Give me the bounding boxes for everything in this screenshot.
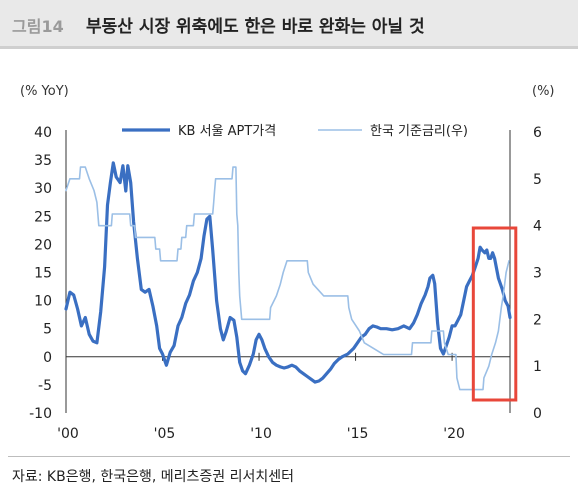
series-line-kb-seoul-apt <box>64 161 512 384</box>
y-left-tick-label: 40 <box>34 125 52 141</box>
y-right-tick-label: 0 <box>533 406 542 422</box>
y-right-tick-label: 6 <box>533 125 542 141</box>
source-note: 자료: KB은행, 한국은행, 메리츠증권 리서치센터 <box>12 469 295 485</box>
y-left-tick-label: 10 <box>34 294 52 310</box>
legend-label-kb-seoul-apt: KB 서울 APT가격 <box>178 124 276 139</box>
y-left-tick-label: 20 <box>34 237 52 253</box>
y-left-tick-label: 30 <box>34 181 52 197</box>
right-axis-unit: (%) <box>532 84 555 99</box>
y-left-tick-label: 35 <box>34 153 52 169</box>
figure-title: 부동산 시장 위축에도 한은 바로 완화는 아닐 것 <box>86 17 425 37</box>
title-bar: 그림14 부동산 시장 위축에도 한은 바로 완화는 아닐 것 <box>0 0 578 49</box>
y-right-tick-label: 2 <box>533 312 542 328</box>
y-right-tick-label: 3 <box>533 266 542 282</box>
legend-label-base-rate: 한국 기준금리(우) <box>370 124 468 139</box>
x-tick-label: '20 <box>443 426 465 442</box>
figure-number: 그림14 <box>12 17 64 36</box>
y-left-tick-label: 0 <box>43 350 52 366</box>
x-tick-label: '05 <box>154 426 176 442</box>
y-right-tick-label: 5 <box>533 172 542 188</box>
y-left-tick-label: 25 <box>34 209 52 225</box>
y-right-tick-label: 4 <box>533 219 542 235</box>
y-right-tick-label: 1 <box>533 359 542 375</box>
y-left-tick-label: 15 <box>34 266 52 282</box>
y-left-tick-label: -10 <box>29 406 52 422</box>
y-left-tick-label: -5 <box>38 378 52 394</box>
x-tick-label: '10 <box>250 426 272 442</box>
source-divider <box>8 456 570 457</box>
highlight-box <box>471 226 518 402</box>
left-axis-unit: (% YoY) <box>20 84 69 99</box>
y-left-tick-label: 5 <box>43 322 52 338</box>
x-tick-label: '00 <box>57 426 79 442</box>
x-tick-label: '15 <box>347 426 369 442</box>
series-line-base-rate <box>65 166 510 391</box>
